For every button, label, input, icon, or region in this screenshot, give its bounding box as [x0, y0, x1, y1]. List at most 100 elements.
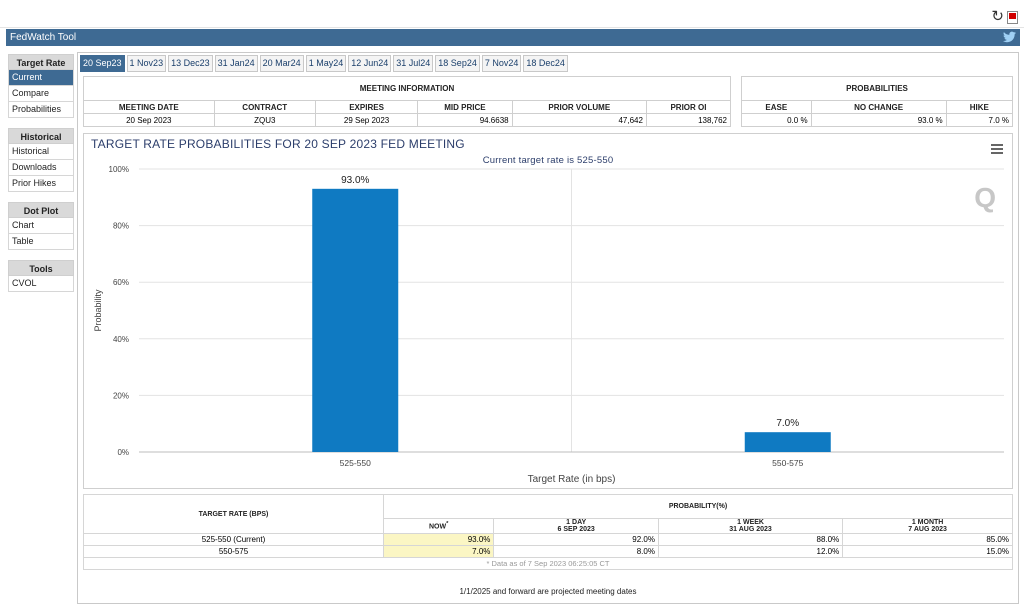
period-label: NOW [429, 523, 447, 531]
footnote-marker: * [446, 521, 449, 528]
sidebar-item-probabilities[interactable]: Probabilities [8, 102, 74, 118]
sidebar-group: Tools CVOL [8, 260, 74, 292]
y-tick-label: 80% [113, 222, 129, 231]
rate-cell: 525-550 (Current) [83, 533, 384, 546]
data-timestamp-note: * Data as of 7 Sep 2023 06:25:05 CT [83, 557, 1013, 570]
sidebar-item-prior-hikes[interactable]: Prior Hikes [8, 176, 74, 192]
column-header: MEETING DATE [83, 100, 215, 114]
probability-cell: 85.0% [842, 533, 1013, 546]
twitter-icon[interactable] [1003, 31, 1016, 43]
chart-subtitle: Current target rate is 525-550 [482, 155, 614, 166]
rate-cell: 550-575 [83, 545, 384, 558]
sidebar-item-table[interactable]: Table [8, 234, 74, 250]
column-header: CONTRACT [213, 100, 316, 114]
table-cell: 20 Sep 2023 [83, 113, 215, 127]
probability-header: PROBABILITY(%) [383, 494, 1013, 519]
y-tick-label: 100% [109, 165, 129, 174]
y-tick-label: 60% [113, 278, 129, 287]
bar[interactable] [744, 432, 831, 452]
period-column-header: 1 WEEK 31 AUG 2023 [657, 518, 844, 534]
probability-history-table: TARGET RATE (BPS) PROBABILITY(%) NOW* 1 D… [83, 494, 1013, 570]
tab-meeting[interactable]: 18 Dec24 [523, 55, 568, 72]
column-header: EXPIRES [314, 100, 419, 114]
probabilities-heading: PROBABILITIES [741, 76, 1013, 101]
meeting-info-table: MEETING INFORMATION MEETING DATE CONTRACT… [83, 76, 732, 127]
app-titlebar: FedWatch Tool [6, 29, 1020, 46]
target-rate-header: TARGET RATE (BPS) [83, 494, 384, 534]
table-cell: 94.6638 [417, 113, 513, 127]
period-label: 1 MONTH [911, 519, 944, 526]
probability-cell: 7.0% [382, 545, 495, 558]
table-row: 550-575 7.0% 8.0% 12.0% 15.0% [83, 545, 1013, 558]
probabilities-table: PROBABILITIES EASE NO CHANGE HIKE 0.0 % 93.… [741, 76, 1014, 127]
sidebar-group: Historical Historical Downloads Prior Hikes [8, 128, 74, 192]
sidebar-heading: Historical [8, 128, 74, 144]
column-header: PRIOR VOLUME [511, 100, 647, 114]
tab-meeting[interactable]: 31 Jan24 [214, 55, 258, 72]
browser-toolbar: ↻ [0, 0, 1024, 28]
tab-meeting[interactable]: 1 May24 [305, 55, 347, 72]
period-date: 7 AUG 2023 [908, 526, 947, 533]
table-cell: 138,762 [645, 113, 732, 127]
chart-title: TARGET RATE PROBABILITIES FOR 20 SEP 202… [91, 137, 465, 151]
x-tick-label: 525-550 [340, 458, 371, 468]
tab-meeting[interactable]: 12 Jun24 [348, 55, 392, 72]
sidebar: Target Rate Current Compare Probabilities Hi… [8, 54, 74, 302]
period-date: 31 AUG 2023 [729, 526, 772, 533]
sidebar-item-current[interactable]: Current [8, 70, 74, 86]
period-column-header: 1 DAY 6 SEP 2023 [493, 518, 659, 534]
period-label: 1 DAY [566, 519, 587, 526]
sidebar-heading: Dot Plot [8, 202, 74, 218]
table-cell: 29 Sep 2023 [314, 113, 419, 127]
probability-cell: 8.0% [493, 545, 659, 558]
bar[interactable] [312, 188, 399, 452]
column-header: MID PRICE [417, 100, 513, 114]
app-title: FedWatch Tool [10, 32, 77, 43]
tab-meeting[interactable]: 7 Nov24 [481, 55, 522, 72]
tab-meeting[interactable]: 13 Dec23 [168, 55, 213, 72]
sidebar-item-compare[interactable]: Compare [8, 86, 74, 102]
column-header: HIKE [945, 100, 1014, 114]
probability-cell: 92.0% [493, 533, 659, 546]
probability-cell: 93.0% [382, 533, 495, 546]
period-column-header: NOW* [382, 518, 495, 534]
y-axis-title: Probability [93, 289, 103, 332]
period-date: 6 SEP 2023 [557, 526, 595, 533]
pdf-icon[interactable] [1007, 10, 1018, 24]
tab-meeting[interactable]: 18 Sep24 [435, 55, 480, 72]
probability-cell: 88.0% [657, 533, 844, 546]
table-row: 525-550 (Current) 93.0% 92.0% 88.0% 85.0% [83, 533, 1013, 546]
column-header: PRIOR OI [645, 100, 732, 114]
bar-chart: 0% 20% 40% 60% 80% 100% 93.0% 525-550 7.0% 550-57… [93, 165, 1004, 485]
period-column-header: 1 MONTH 7 AUG 2023 [842, 518, 1013, 534]
tab-meeting[interactable]: 1 Nov23 [126, 55, 167, 72]
sidebar-heading: Tools [8, 260, 74, 276]
sidebar-group: Dot Plot Chart Table [8, 202, 74, 250]
y-tick-label: 0% [117, 448, 129, 457]
sidebar-group: Target Rate Current Compare Probabilities [8, 54, 74, 118]
column-header: NO CHANGE [810, 100, 947, 114]
sidebar-item-historical[interactable]: Historical [8, 144, 74, 160]
tab-meeting[interactable]: 20 Mar24 [259, 55, 304, 72]
sidebar-heading: Target Rate [8, 54, 74, 70]
reload-icon[interactable]: ↻ [991, 8, 1004, 25]
period-label: 1 WEEK [737, 519, 764, 526]
probability-cell: 12.0% [657, 545, 844, 558]
table-cell: 47,642 [511, 113, 647, 127]
tab-meeting[interactable]: 20 Sep23 [80, 55, 125, 72]
sidebar-item-chart[interactable]: Chart [8, 218, 74, 234]
table-cell: 7.0 % [945, 113, 1014, 127]
chart-menu-icon[interactable] [991, 144, 1003, 156]
sidebar-item-cvol[interactable]: CVOL [8, 276, 74, 292]
y-tick-label: 40% [113, 335, 129, 344]
sidebar-item-downloads[interactable]: Downloads [8, 160, 74, 176]
meeting-tabs: 20 Sep23 1 Nov23 13 Dec23 31 Jan24 20 Mar24 1… [80, 55, 568, 72]
table-cell: 93.0 % [810, 113, 947, 127]
x-axis-title: Target Rate (in bps) [528, 474, 616, 485]
tab-meeting[interactable]: 31 Jul24 [393, 55, 434, 72]
x-tick-label: 550-575 [772, 458, 803, 468]
chart-container: TARGET RATE PROBABILITIES FOR 20 SEP 202… [83, 133, 1013, 489]
bar-data-label: 7.0% [776, 418, 799, 429]
main-panel: 20 Sep23 1 Nov23 13 Dec23 31 Jan24 20 Mar24 1… [77, 52, 1019, 604]
